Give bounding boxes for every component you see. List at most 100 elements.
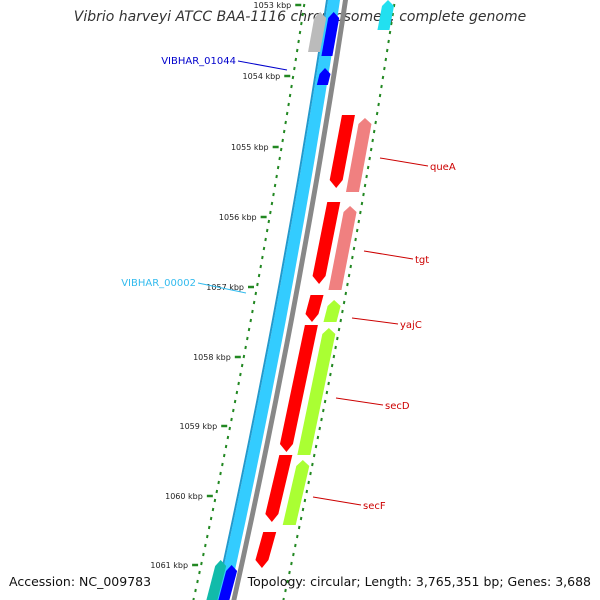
left-dot-track bbox=[278, 156, 281, 161]
right-dot-track bbox=[329, 372, 332, 377]
right-dot-track bbox=[383, 66, 386, 71]
right-dot-track bbox=[295, 534, 299, 539]
gene-leader-line bbox=[363, 250, 414, 260]
left-dot-track bbox=[298, 30, 302, 35]
right-dot-track bbox=[303, 498, 307, 503]
cds-secD bbox=[279, 325, 318, 452]
left-dot-track bbox=[235, 390, 239, 395]
right-dot-track bbox=[297, 525, 301, 530]
left-dot-track bbox=[207, 525, 211, 530]
accession-text: Accession: NC_009783 bbox=[9, 574, 152, 589]
contig-label: VIBHAR_00002 bbox=[121, 278, 196, 289]
cog-secF bbox=[282, 460, 310, 525]
right-dot-track bbox=[384, 57, 388, 62]
right-dot-track bbox=[381, 75, 385, 80]
gene-label: yajC bbox=[400, 320, 422, 331]
right-dot-track bbox=[288, 570, 291, 575]
right-dot-track bbox=[322, 408, 325, 413]
left-dot-track bbox=[204, 543, 207, 548]
teal-block bbox=[206, 560, 227, 600]
gene-leader-line bbox=[335, 397, 384, 406]
left-dot-track bbox=[295, 48, 299, 53]
left-dot-track bbox=[261, 255, 264, 260]
right-dot-track bbox=[357, 219, 361, 224]
right-dot-track bbox=[359, 210, 362, 215]
right-dot-track bbox=[325, 390, 329, 395]
right-dot-track bbox=[342, 300, 346, 305]
label-layer: 1053 kbp 1054 kbp 1055 kbp 1056 kbp 1057 kbp… bbox=[121, 1, 456, 570]
left-dot-track bbox=[294, 57, 298, 62]
left-dot-track bbox=[209, 516, 213, 521]
tick-label: 1058 kbp bbox=[193, 353, 231, 362]
left-dot-track bbox=[237, 381, 240, 386]
right-dot-track bbox=[330, 363, 334, 368]
left-dot-track bbox=[239, 372, 242, 377]
left-dot-track bbox=[213, 498, 217, 503]
left-dot-track bbox=[275, 174, 278, 179]
right-dot-track bbox=[352, 246, 356, 251]
right-dot-track bbox=[346, 282, 349, 287]
left-dot-track bbox=[264, 237, 267, 242]
right-dot-track bbox=[294, 543, 297, 548]
right-dot-track bbox=[362, 192, 365, 197]
right-dot-track bbox=[380, 84, 383, 89]
left-dot-track bbox=[244, 345, 247, 350]
cds-secF bbox=[265, 455, 293, 522]
left-dot-track bbox=[288, 93, 292, 98]
gene-leader-line bbox=[379, 157, 429, 167]
gene-tgt bbox=[328, 206, 357, 290]
right-dot-track bbox=[299, 516, 303, 521]
left-dot-track bbox=[226, 435, 230, 440]
tick-label: 1055 kbp bbox=[231, 143, 269, 152]
cds-yajC bbox=[305, 295, 324, 322]
right-dot-track bbox=[301, 507, 305, 512]
right-dot-track bbox=[344, 291, 348, 296]
left-dot-track bbox=[224, 444, 228, 449]
right-dot-track bbox=[374, 120, 377, 125]
right-dot-track bbox=[363, 183, 367, 188]
right-dot-track bbox=[292, 552, 295, 557]
gene-label: secF bbox=[363, 501, 386, 512]
left-dot-track bbox=[196, 579, 199, 584]
right-dot-track bbox=[349, 264, 353, 269]
right-dot-track bbox=[284, 588, 287, 593]
cog-secD bbox=[297, 328, 336, 455]
left-dot-track bbox=[297, 39, 300, 44]
right-dot-track bbox=[339, 318, 343, 323]
left-dot-track bbox=[221, 462, 224, 467]
right-dot-track bbox=[351, 255, 354, 260]
left-dot-track bbox=[230, 417, 233, 422]
left-dot-track bbox=[257, 273, 261, 278]
gene-leader-line bbox=[351, 317, 399, 325]
right-dot-track bbox=[337, 327, 341, 332]
left-dot-track bbox=[281, 138, 284, 143]
left-dot-track bbox=[267, 219, 271, 224]
left-dot-track bbox=[291, 75, 295, 80]
right-dot-track bbox=[312, 453, 316, 458]
right-dot-track bbox=[378, 93, 382, 98]
left-dot-track bbox=[217, 480, 220, 485]
right-dot-track bbox=[336, 336, 339, 341]
map-title: Vibrio harveyi ATCC BAA-1116 chromosome … bbox=[73, 9, 527, 25]
right-dot-track bbox=[305, 489, 309, 494]
left-dot-track bbox=[219, 471, 222, 476]
tick-label: 1057 kbp bbox=[206, 283, 244, 292]
left-dot-track bbox=[272, 192, 275, 197]
left-dot-track bbox=[194, 588, 197, 593]
right-dot-track bbox=[316, 435, 320, 440]
contig-block-top bbox=[321, 12, 340, 56]
left-dot-track bbox=[252, 300, 256, 305]
right-dot-track bbox=[366, 165, 370, 170]
left-dot-track bbox=[198, 570, 201, 575]
left-dot-track bbox=[202, 552, 205, 557]
left-dot-track bbox=[300, 21, 303, 26]
contig-block-bottom bbox=[218, 565, 238, 600]
left-dot-track bbox=[276, 165, 280, 170]
left-dot-track bbox=[233, 399, 237, 404]
right-dot-track bbox=[385, 48, 389, 53]
left-dot-track bbox=[222, 453, 226, 458]
right-dot-track bbox=[309, 471, 312, 476]
right-dot-track bbox=[390, 21, 393, 26]
gene-label: tgt bbox=[415, 255, 429, 266]
right-dot-track bbox=[391, 12, 395, 17]
